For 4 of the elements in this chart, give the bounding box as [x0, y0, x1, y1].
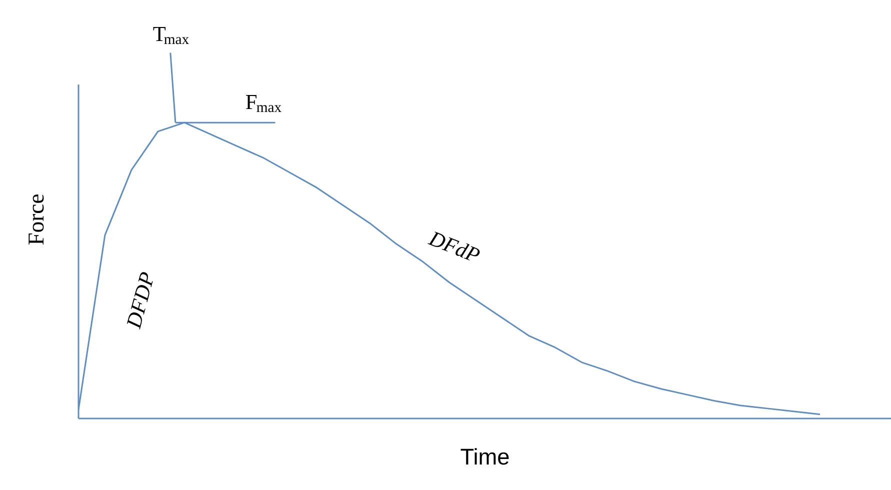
y-axis-title: Force [24, 194, 48, 246]
annotation: DFdP [424, 226, 484, 268]
annotation: DFDP [121, 270, 160, 332]
x-axis-title: Time [460, 444, 510, 470]
